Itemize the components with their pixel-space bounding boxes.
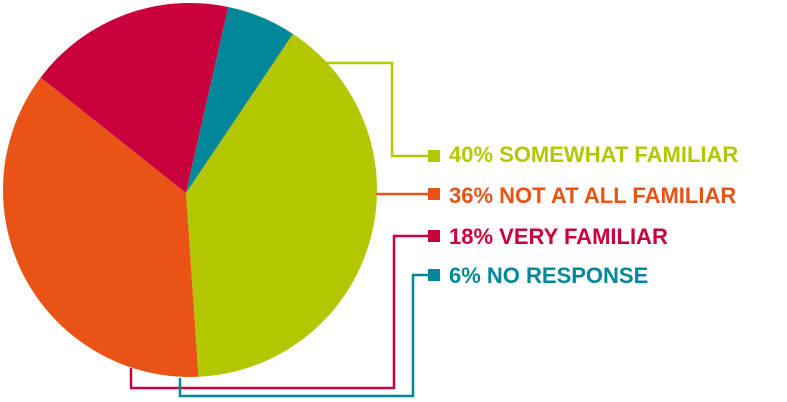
pie-slices (3, 2, 378, 378)
leader-line-very-familiar (129, 234, 430, 390)
legend-markers (428, 150, 440, 281)
pie-slice-no-response (186, 6, 293, 194)
legend-marker-very-familiar (428, 230, 440, 242)
legend-marker-somewhat-familiar (428, 150, 440, 162)
legend-label-not-at-all-familiar: 36% NOT AT ALL FAMILIAR (449, 183, 736, 208)
legend-marker-not-at-all-familiar (428, 188, 440, 200)
legend-label-no-response: 6% NO RESPONSE (449, 263, 648, 288)
legend-label-somewhat-familiar: 40% SOMEWHAT FAMILIAR (449, 142, 738, 167)
pie-slice-somewhat-familiar (186, 33, 378, 377)
legend-labels: 40% SOMEWHAT FAMILIAR 36% NOT AT ALL FAM… (449, 142, 738, 288)
legend-leader-lines (129, 61, 430, 398)
pie-slice-very-familiar (40, 2, 229, 193)
leader-line-no-response (178, 273, 430, 398)
legend-label-very-familiar: 18% VERY FAMILIAR (449, 224, 668, 249)
leader-line-somewhat-familiar (326, 61, 430, 158)
pie-slice-not-at-all-familiar (3, 77, 199, 378)
legend-marker-no-response (428, 269, 440, 281)
